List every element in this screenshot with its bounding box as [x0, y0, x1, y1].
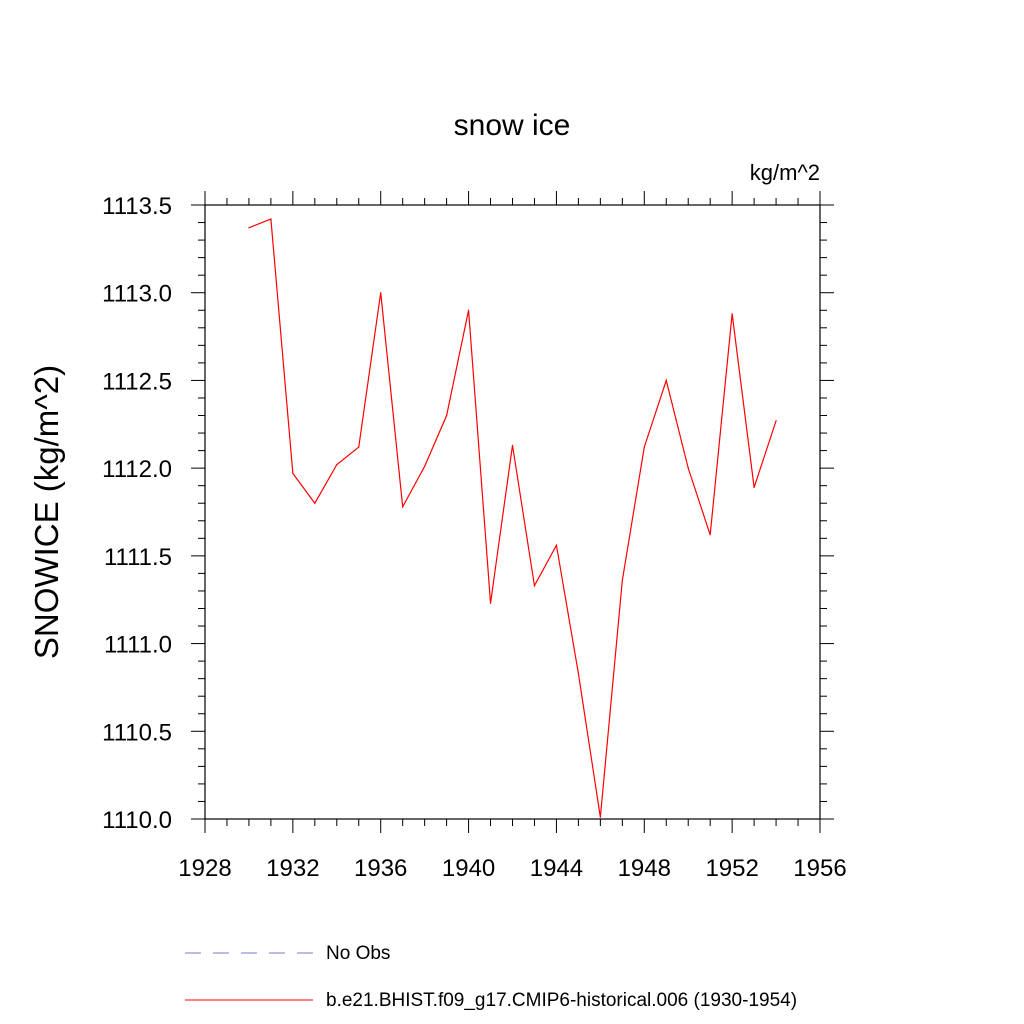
- data-point: [402, 506, 404, 508]
- y-axis-label: SNOWICE (kg/m^2): [28, 365, 65, 659]
- x-tick-label: 1956: [793, 855, 846, 882]
- series-line: [248, 218, 777, 818]
- data-point: [599, 816, 601, 818]
- data-point: [424, 465, 426, 467]
- x-tick-label: 1948: [618, 855, 671, 882]
- data-point: [753, 486, 755, 489]
- data-point: [248, 227, 250, 229]
- legend: No Obs b.e21.BHIST.f09_g17.CMIP6-histori…: [185, 943, 797, 1011]
- data-point: [446, 414, 448, 417]
- data-point: [709, 534, 711, 536]
- x-tick-label: 1944: [530, 855, 583, 882]
- data-point: [292, 472, 294, 475]
- legend-label-model-run: b.e21.BHIST.f09_g17.CMIP6-historical.006…: [326, 990, 797, 1011]
- data-point: [577, 672, 579, 674]
- chart-title: snow ice: [454, 109, 571, 142]
- data-point: [511, 444, 514, 446]
- x-tick-label: 1928: [178, 855, 231, 882]
- y-tick-label: 1110.5: [102, 719, 172, 746]
- y-tick-label: 1110.0: [102, 807, 172, 834]
- y-tick-label: 1112.0: [102, 456, 172, 483]
- data-point: [665, 379, 667, 382]
- data-point: [643, 446, 645, 448]
- data-point: [555, 544, 558, 546]
- data-point: [533, 585, 536, 587]
- data-point: [775, 420, 777, 422]
- x-tick-label: 1952: [705, 855, 758, 882]
- y-tick-label: 1113.5: [102, 193, 172, 220]
- series-layer: [248, 218, 777, 818]
- y-tick-label: 1111.0: [104, 632, 172, 659]
- y-tick-label: 1112.5: [102, 368, 172, 395]
- x-tick-label: 1940: [442, 855, 495, 882]
- x-axis-tick-labels: 1928 1932 1936 1940 1944 1948 1952 1956: [178, 855, 846, 882]
- x-tick-label: 1932: [266, 855, 319, 882]
- y-tick-label: 1111.5: [104, 544, 172, 571]
- units-label: kg/m^2: [750, 160, 820, 185]
- data-point: [358, 446, 360, 448]
- data-point: [731, 313, 733, 315]
- data-point: [314, 502, 316, 504]
- data-point: [621, 579, 623, 582]
- data-point: [336, 464, 338, 466]
- y-axis-ticks: [191, 204, 834, 820]
- y-tick-label: 1113.0: [102, 281, 172, 308]
- y-axis-tick-labels: 1110.0 1110.5 1111.0 1111.5 1112.0 1112.5 1113…: [102, 193, 172, 834]
- legend-label-no-obs: No Obs: [326, 943, 390, 964]
- data-point: [489, 602, 492, 604]
- plot-frame: [204, 204, 821, 820]
- data-point: [270, 218, 272, 220]
- x-tick-label: 1936: [354, 855, 407, 882]
- data-point: [687, 467, 689, 469]
- data-point: [380, 292, 382, 294]
- x-axis-ticks: [204, 191, 821, 833]
- data-point: [467, 309, 470, 311]
